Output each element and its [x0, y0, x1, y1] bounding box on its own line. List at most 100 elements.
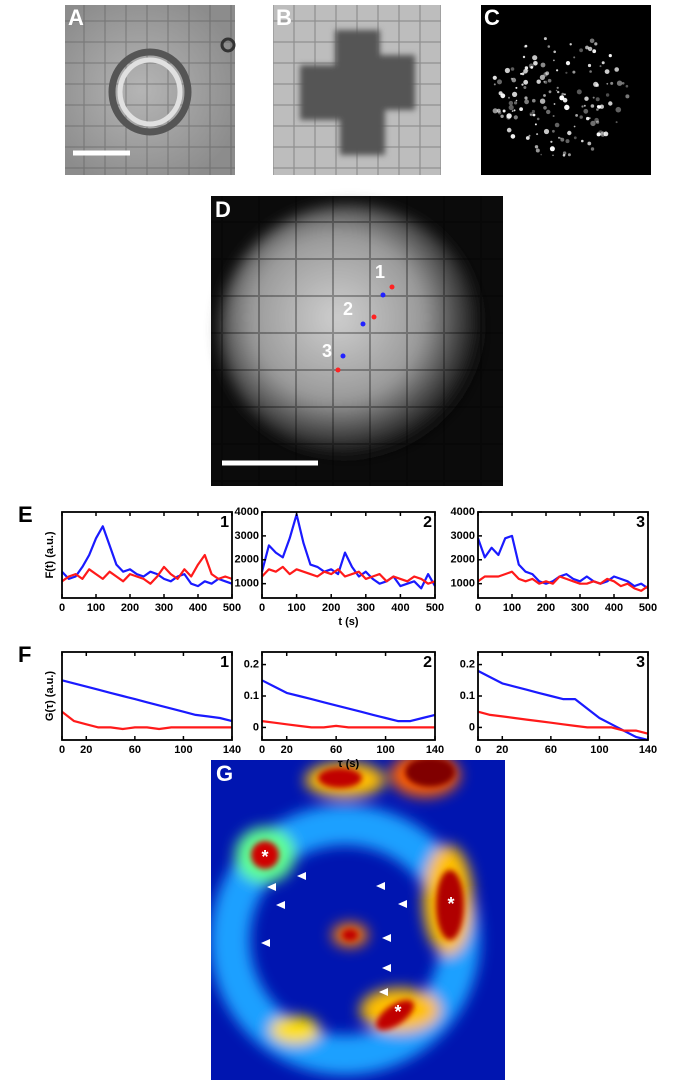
speckle: [526, 69, 529, 72]
speckle: [546, 109, 551, 115]
speckle: [603, 131, 609, 137]
speckle: [528, 134, 531, 137]
x-tick-label: 20: [281, 744, 293, 756]
y-tick-label: 0.1: [460, 690, 475, 702]
speckle: [549, 146, 555, 152]
speckle: [553, 59, 555, 62]
x-tick-label: 0: [259, 744, 265, 756]
asterisk: *: [261, 847, 268, 867]
data-line: [477, 570, 649, 592]
speckle: [533, 61, 538, 66]
speckle: [586, 116, 590, 121]
x-tick-label: 140: [639, 744, 657, 756]
subplot-label: 1: [220, 654, 229, 671]
panel-b: B: [273, 5, 441, 175]
plot-frame: [62, 512, 232, 598]
speckle: [506, 127, 512, 133]
speckle: [573, 136, 577, 140]
speckle: [543, 128, 550, 135]
data-line: [61, 710, 232, 731]
speckle: [496, 108, 501, 113]
speckle: [524, 99, 529, 105]
speckle: [579, 48, 583, 53]
speckle: [589, 38, 595, 44]
y-tick-label: 2000: [235, 554, 259, 566]
x-tick-label: 0: [59, 744, 65, 756]
speckle: [536, 133, 539, 136]
speckle: [500, 114, 504, 119]
y-tick-label: 0.1: [244, 690, 259, 702]
speckle: [536, 117, 540, 121]
y-tick-label: 1000: [451, 578, 475, 590]
speckle: [521, 72, 525, 76]
speckle: [569, 43, 572, 46]
subplot-label: 3: [636, 654, 645, 671]
y-tick-label: 3000: [451, 530, 475, 542]
speckle: [572, 70, 576, 74]
speckle: [514, 101, 518, 105]
roi-label: 3: [322, 341, 332, 361]
speckle: [625, 84, 629, 88]
x-axis-label: t (s): [338, 616, 359, 628]
speckle: [532, 113, 536, 117]
speckle: [558, 136, 560, 139]
speckle: [592, 49, 597, 54]
x-tick-label: 100: [287, 602, 305, 614]
speckle: [604, 69, 610, 74]
speckle: [560, 137, 565, 142]
speckle: [543, 94, 546, 97]
speckle: [530, 114, 532, 116]
speckle: [594, 117, 599, 123]
speckle: [534, 123, 537, 126]
speckle: [590, 120, 596, 127]
speckle: [511, 77, 517, 83]
speckle: [567, 130, 572, 136]
speckle: [592, 96, 595, 99]
y-tick-label: 4000: [235, 506, 259, 518]
speckle: [508, 104, 514, 111]
speckle: [523, 79, 529, 85]
data-line: [61, 525, 233, 588]
chart: 0 100 200 300 400 500 1 F(t) (a.u.) E: [18, 502, 241, 614]
speckle: [621, 82, 625, 85]
speckle: [521, 83, 524, 86]
speckle: [513, 109, 516, 112]
speckle: [581, 139, 584, 143]
speckle: [615, 121, 618, 124]
x-tick-label: 140: [223, 744, 241, 756]
point: [389, 284, 395, 290]
speckle: [492, 108, 498, 114]
speckle: [553, 103, 556, 105]
x-tick-label: 0: [475, 744, 481, 756]
speckle: [497, 79, 502, 85]
speckle: [524, 66, 529, 70]
speckle: [616, 80, 623, 86]
speckle: [550, 140, 553, 143]
x-tick-label: 0: [259, 602, 265, 614]
speckle: [543, 80, 546, 83]
speckle: [547, 45, 551, 48]
point: [360, 321, 366, 327]
x-tick-label: 20: [496, 744, 508, 756]
speckle: [523, 86, 527, 89]
speckle: [561, 92, 565, 96]
axes-border: [61, 511, 233, 599]
speckle: [510, 67, 515, 71]
subplot-label: 1: [220, 514, 229, 531]
speckle: [575, 114, 578, 117]
artifact: [220, 37, 236, 53]
speckle: [548, 90, 552, 94]
speckle: [552, 154, 554, 157]
speckle: [553, 50, 556, 54]
speckle: [532, 98, 536, 103]
speckle: [599, 65, 602, 68]
x-tick-label: 100: [376, 744, 394, 756]
speckle: [595, 97, 600, 102]
speckle: [522, 55, 526, 59]
speckle: [606, 82, 609, 85]
panel-a: A: [65, 5, 236, 175]
speckle: [596, 108, 599, 111]
x-tick-label: 0: [59, 602, 65, 614]
x-tick-label: 300: [357, 602, 375, 614]
